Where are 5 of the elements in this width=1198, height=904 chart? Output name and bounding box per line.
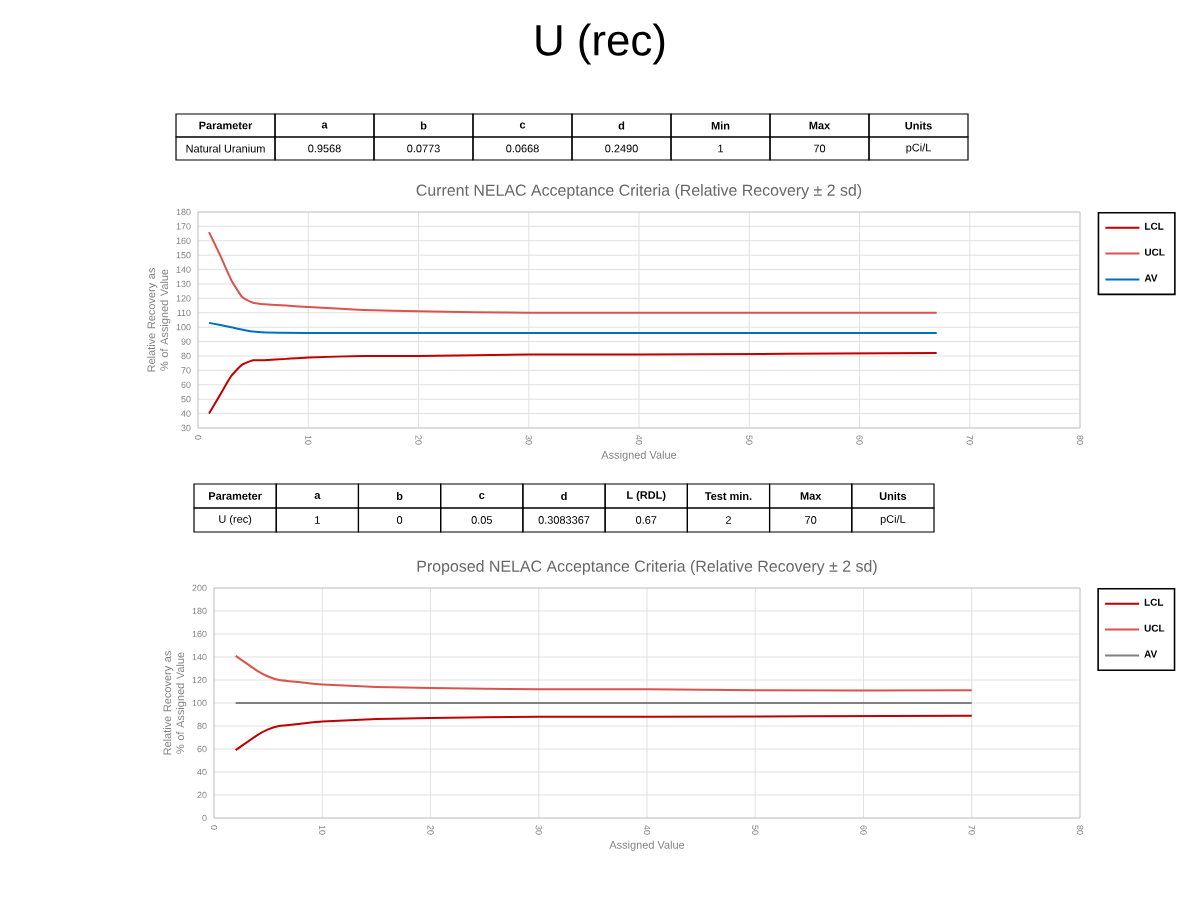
line-series — [234, 714, 973, 752]
text: U (rec) — [536, 23, 665, 65]
line-series — [234, 654, 973, 692]
line-series — [208, 352, 938, 415]
line-series — [208, 231, 938, 314]
